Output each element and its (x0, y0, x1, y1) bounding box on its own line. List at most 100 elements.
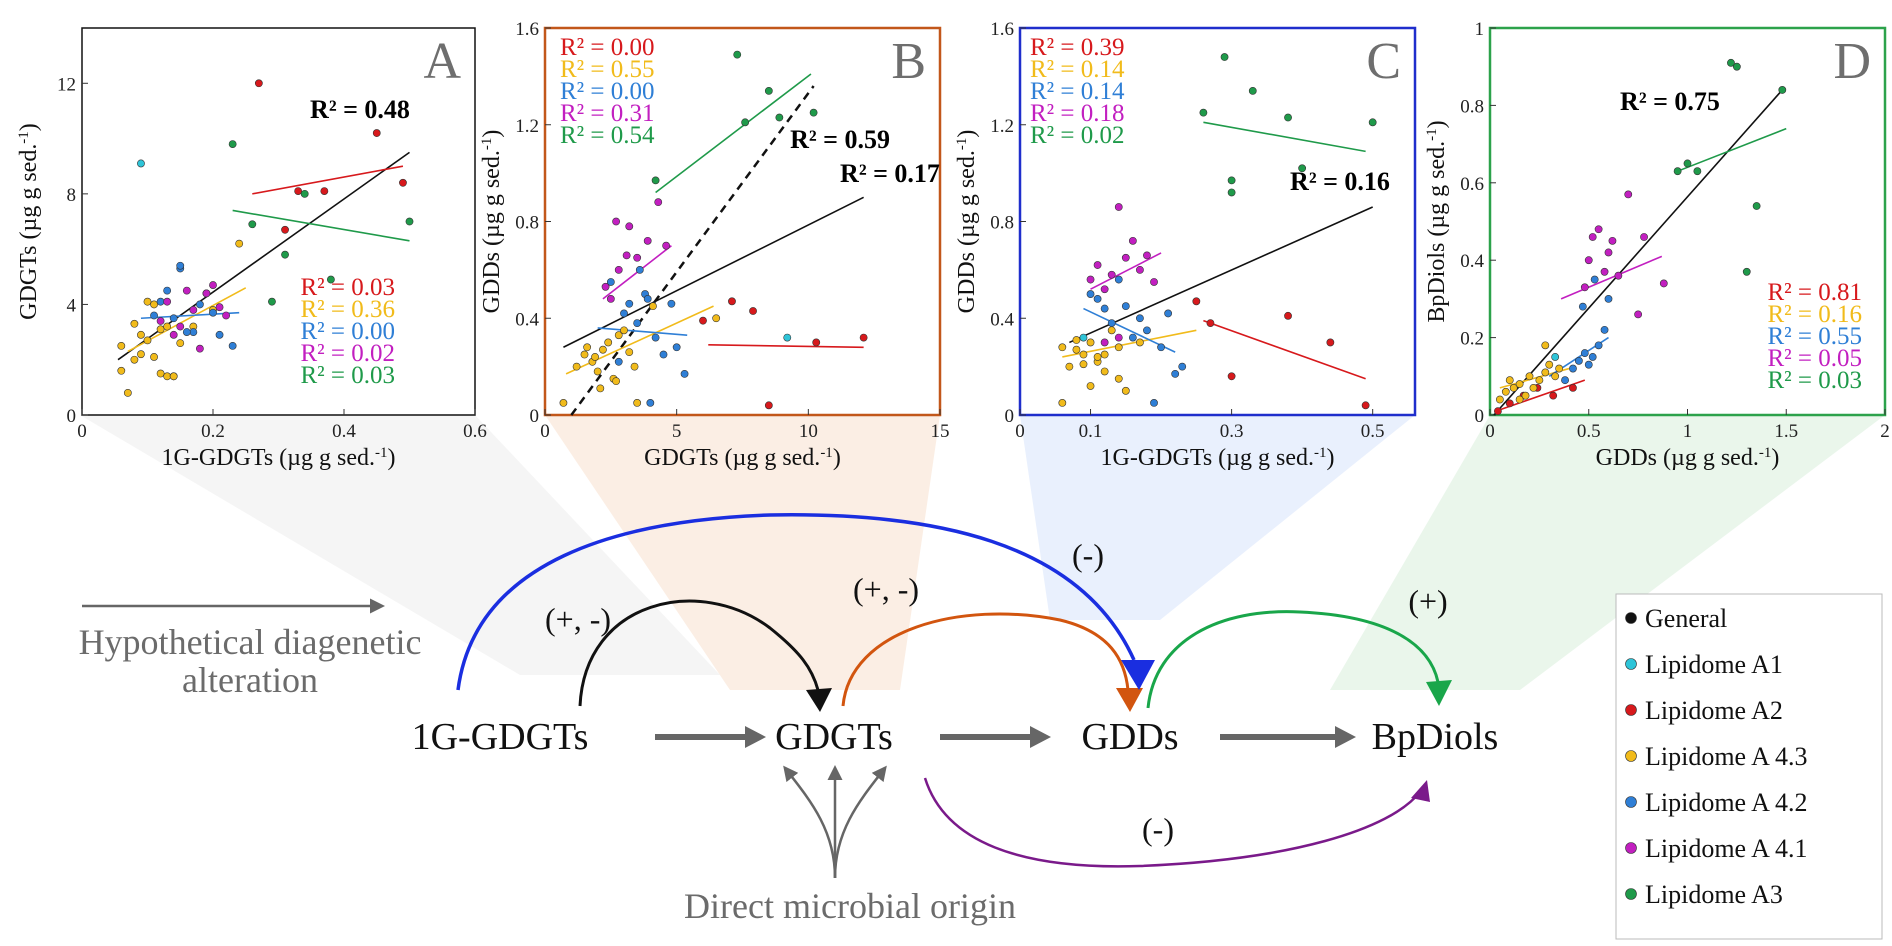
data-point (1732, 62, 1741, 71)
data-point (635, 265, 644, 274)
data-point (572, 362, 581, 371)
fit-line-general (1493, 89, 1783, 416)
series-lipidome-a2 (254, 79, 407, 234)
data-point (1640, 233, 1648, 241)
data-point (1093, 294, 1102, 303)
data-point (651, 333, 660, 342)
data-point (1541, 368, 1550, 377)
data-point (728, 297, 736, 306)
r2-lipidome-a2: R² = 0.03 (300, 274, 395, 301)
data-point (1368, 118, 1377, 127)
legend-item-lipidome-a-4-1: Lipidome A 4.1 (1625, 834, 1808, 863)
data-point (143, 297, 152, 306)
data-point (1143, 326, 1151, 335)
data-point (268, 297, 276, 306)
data-point (1551, 372, 1560, 381)
data-point (614, 357, 623, 366)
data-point (1150, 399, 1158, 407)
zoom-wedges (80, 415, 1885, 690)
data-point (163, 372, 172, 381)
data-point (649, 302, 657, 311)
series-lipidome-a1 (137, 159, 145, 168)
y-tick-label: 0.6 (1460, 174, 1484, 195)
data-point (659, 350, 668, 359)
data-point (614, 331, 623, 340)
data-point (643, 236, 652, 245)
fit-line-lipidome-a3 (1677, 127, 1787, 172)
panel-letter: A (423, 33, 461, 90)
plot-frame (1018, 26, 1417, 417)
data-point (1171, 369, 1180, 378)
fit-line-lipidome-a3 (655, 73, 812, 194)
x-axis-label: 1G-GDGTs (µg g sed.-1) (1101, 445, 1335, 471)
fit-line-lipidome-a3 (1203, 121, 1366, 153)
x-tick-label: 0 (1015, 421, 1025, 442)
data-point (1551, 353, 1560, 361)
legend-label: General (1645, 604, 1727, 633)
series-lipidome-a2 (699, 297, 868, 410)
panel-a: A 0 0.2 0.4 0.6 0 4 8 12 1G-GDGTs (µg g sed.-1) GD… (16, 27, 487, 471)
legend-marker (1625, 612, 1637, 624)
data-point (300, 189, 309, 198)
legend-marker (1625, 796, 1637, 808)
legend-label: Lipidome A2 (1645, 696, 1783, 725)
conversion-arrow-1 (655, 726, 766, 748)
r2-lipidome-a-4-1: R² = 0.05 (1767, 345, 1862, 372)
data-point (764, 86, 773, 95)
data-point (1298, 164, 1307, 173)
data-point (1284, 311, 1292, 320)
series-lipidome-a-4-2 (150, 261, 237, 350)
data-point (1569, 364, 1577, 373)
r2-general: R² = 0.75 (1620, 87, 1720, 116)
data-point (809, 108, 818, 117)
data-point (326, 275, 335, 284)
data-point (1192, 297, 1201, 306)
arc-gdgts-to-bpdiols (923, 777, 1430, 868)
data-point (1683, 159, 1692, 168)
x-tick-label: 0 (1485, 421, 1495, 442)
data-point (1535, 376, 1544, 385)
y-tick-label: 0 (1005, 406, 1015, 427)
sign-gdds-to-bpdiols: (+) (1408, 583, 1447, 619)
data-point (1086, 382, 1095, 390)
series-lipidome-a2 (1192, 297, 1370, 410)
data-point (606, 294, 615, 303)
data-point (1178, 362, 1187, 371)
fit-line-lipidome-a-4-1 (1090, 252, 1162, 290)
data-point (123, 388, 132, 397)
data-point (1555, 364, 1564, 373)
data-point (1525, 372, 1534, 381)
legend-marker (1625, 704, 1637, 716)
arc-gdgts-to-gdds (841, 612, 1143, 712)
data-point (1326, 338, 1335, 347)
data-point (1541, 341, 1550, 350)
legend-marker (1625, 842, 1637, 854)
x-tick-label: 0.3 (1220, 421, 1244, 442)
x-tick-label: 0.5 (1361, 421, 1385, 442)
series-lipidome-a-4-3 (1058, 326, 1144, 407)
y-tick-label: 1 (1475, 19, 1485, 40)
series-lipidome-a-4-3 (559, 302, 721, 407)
hypothetical-label-line1: Hypothetical diagenetic (79, 622, 422, 662)
data-point (1614, 271, 1623, 280)
data-point (612, 217, 620, 226)
series-lipidome-a-4-2 (1086, 275, 1187, 407)
data-point (1549, 391, 1558, 400)
sign-gdgts-to-bpdiols: (-) (1142, 811, 1174, 847)
sign-1g-gdgts-to-gdds: (-) (1072, 537, 1104, 573)
legend-label: Lipidome A 4.1 (1645, 834, 1808, 863)
y-tick-label: 0 (530, 406, 540, 427)
fit-line-dashed (570, 85, 815, 416)
x-tick-label: 0 (77, 421, 87, 442)
sign-1g-gdgts-to-gdgts: (+, -) (545, 601, 611, 637)
x-tick-label: 5 (672, 421, 682, 442)
data-point (1515, 395, 1524, 404)
data-point (1065, 362, 1074, 371)
data-point (764, 401, 773, 410)
data-point (1600, 325, 1609, 334)
conversion-arrow-3 (1220, 726, 1356, 748)
series-lipidome-a3 (651, 50, 818, 185)
y-axis-label: GDDs (µg g sed.-1) (954, 130, 980, 314)
data-point (620, 326, 628, 335)
fit-line-lipidome-a2 (1203, 319, 1366, 380)
